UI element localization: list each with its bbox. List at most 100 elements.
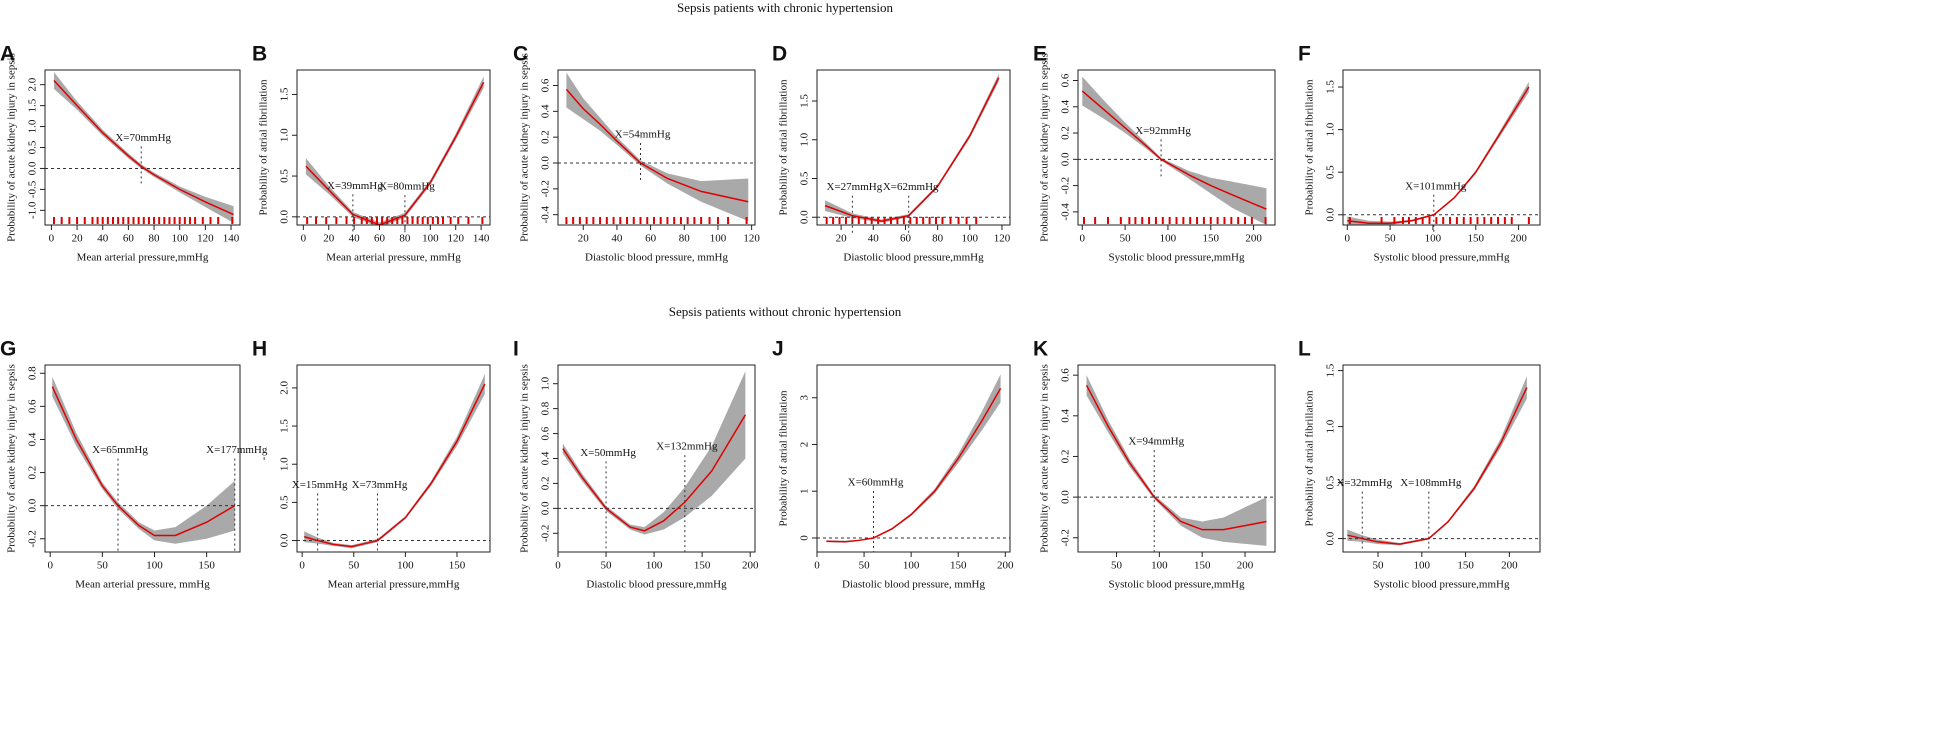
y-axis-label: Probability of atrial fibrillation bbox=[778, 390, 790, 526]
confidence-band bbox=[305, 76, 484, 225]
y-axis-label: Probability of acute kidney injury in se… bbox=[1039, 53, 1051, 242]
x-tick-label: 150 bbox=[1457, 560, 1474, 572]
fit-curve bbox=[305, 81, 485, 225]
cutoff-label: X=101mmHg bbox=[1405, 180, 1467, 192]
y-tick-label: 0.6 bbox=[1060, 73, 1072, 87]
y-tick-label: 1.5 bbox=[279, 419, 291, 433]
cutoff-label: X=73mmHg bbox=[352, 479, 408, 491]
y-tick-label: 0.4 bbox=[1060, 99, 1072, 113]
x-tick-label: 0 bbox=[47, 560, 53, 572]
confidence-band bbox=[1347, 81, 1529, 225]
plot-frame bbox=[816, 69, 1011, 226]
y-tick-label: 1 bbox=[799, 488, 811, 494]
x-tick-label: 0 bbox=[301, 233, 307, 245]
x-tick-label: 0 bbox=[1080, 233, 1086, 245]
panel: G 0 50 100 150 -0.2 0.0 0.2 0.4 0.6 0.8 Mean arteri… bbox=[0, 338, 268, 591]
confidence-band bbox=[1082, 76, 1267, 225]
cutoff-label: X=65mmHg bbox=[92, 444, 148, 456]
y-tick-label: -0.4 bbox=[1060, 203, 1072, 221]
x-tick-label: 0 bbox=[814, 560, 820, 572]
x-tick-label: 20 bbox=[323, 233, 335, 245]
x-axis-label: Systolic blood pressure,mmHg bbox=[1109, 252, 1245, 264]
x-tick-label: 100 bbox=[1151, 560, 1168, 572]
confidence-band bbox=[826, 374, 1001, 543]
x-tick-label: 100 bbox=[646, 560, 663, 572]
y-tick-label: 0.6 bbox=[1060, 368, 1072, 382]
x-tick-label: 150 bbox=[1468, 233, 1485, 245]
cutoff-label: X=32mmHg bbox=[1336, 477, 1392, 489]
confidence-band bbox=[562, 371, 746, 535]
panel: J 0 50 100 150 200 0 1 2 3 Diastolic blood pressur… bbox=[772, 338, 1014, 591]
y-tick-label: -0.2 bbox=[540, 180, 552, 197]
x-tick-label: 100 bbox=[710, 233, 727, 245]
x-tick-label: 140 bbox=[223, 233, 240, 245]
y-tick-label: 0.8 bbox=[27, 366, 39, 380]
panel: L 50 100 150 200 0.0 0.5 1.0 1.5 Systolic blood p… bbox=[1298, 338, 1541, 591]
y-tick-label: 1.0 bbox=[279, 128, 291, 142]
y-tick-label: 0.2 bbox=[540, 477, 552, 491]
x-tick-label: 80 bbox=[149, 233, 161, 245]
x-tick-label: 80 bbox=[679, 233, 691, 245]
x-tick-label: 50 bbox=[1373, 560, 1385, 572]
y-tick-label: 0.4 bbox=[27, 432, 39, 446]
y-tick-label: 1.0 bbox=[279, 457, 291, 471]
panel: C 20 40 60 80 100 120 -0.4 -0.2 0.0 0.2 0.4 0.6 Diast… bbox=[513, 43, 760, 264]
y-tick-label: 0.4 bbox=[540, 104, 552, 118]
y-tick-label: 1.0 bbox=[1325, 122, 1337, 136]
fit-curve bbox=[1085, 384, 1267, 531]
y-tick-label: 1.0 bbox=[27, 119, 39, 133]
plot-frame bbox=[296, 364, 491, 553]
x-axis-label: Systolic blood pressure,mmHg bbox=[1109, 579, 1245, 591]
x-tick-label: 150 bbox=[1194, 560, 1211, 572]
cutoff-label: X=70mmHg bbox=[115, 132, 171, 144]
y-tick-label: 1.0 bbox=[540, 376, 552, 390]
y-tick-label: 0.0 bbox=[1060, 490, 1072, 504]
y-tick-label: -0.4 bbox=[540, 205, 552, 223]
panel-letter: B bbox=[252, 43, 267, 66]
y-tick-label: 0.0 bbox=[1060, 152, 1072, 166]
cutoff-label: X=94mmHg bbox=[1128, 436, 1184, 448]
y-tick-label: -0.2 bbox=[27, 530, 39, 547]
cutoff-label: X=80mmHg bbox=[379, 181, 435, 193]
panel: E 0 50 100 150 200 -0.4 -0.2 0.0 0.2 0.4 0.6 Systoli… bbox=[1033, 43, 1276, 264]
y-tick-label: 0.6 bbox=[27, 399, 39, 413]
section-title: Sepsis patients with chronic hypertensio… bbox=[677, 0, 893, 15]
y-tick-label: -0.2 bbox=[1060, 177, 1072, 194]
confidence-band bbox=[52, 376, 235, 544]
y-tick-label: 0.2 bbox=[540, 130, 552, 144]
y-tick-label: 0.0 bbox=[279, 533, 291, 547]
fit-curve bbox=[53, 79, 234, 216]
panel: H 0 50 100 150 0.0 0.5 1.0 1.5 2.0 Mean arterial p… bbox=[252, 338, 491, 591]
fit-curve bbox=[51, 386, 236, 537]
fit-curve bbox=[304, 383, 486, 548]
y-axis-label: Probability of acute kidney injury in se… bbox=[6, 53, 18, 242]
x-axis-label: Mean arterial pressure, mmHg bbox=[326, 252, 461, 264]
x-tick-label: 50 bbox=[601, 560, 613, 572]
panel: F 0 50 100 150 200 0.0 0.5 1.0 1.5 Systolic blood … bbox=[1298, 43, 1541, 264]
x-axis-label: Diastolic blood pressure,mmHg bbox=[586, 579, 727, 591]
panel-letter: H bbox=[252, 338, 267, 361]
x-tick-label: 0 bbox=[49, 233, 55, 245]
panel-letter: A bbox=[0, 43, 15, 66]
cutoff-label: X=27mmHg bbox=[827, 181, 883, 193]
y-tick-label: -1.0 bbox=[27, 201, 39, 219]
x-tick-label: 150 bbox=[449, 560, 466, 572]
x-tick-label: 50 bbox=[1385, 233, 1397, 245]
plot-frame bbox=[1342, 364, 1541, 553]
y-axis-label: Probability of acute kidney injury in se… bbox=[1039, 364, 1051, 553]
x-tick-label: 80 bbox=[399, 233, 411, 245]
x-axis-label: Mean arterial pressure,mmHg bbox=[328, 579, 460, 591]
y-axis-label: Probability of atrial fibrillation bbox=[1304, 390, 1316, 526]
plot-frame bbox=[296, 69, 491, 226]
fit-curve bbox=[826, 388, 1002, 543]
x-tick-label: 50 bbox=[1111, 560, 1123, 572]
x-tick-label: 200 bbox=[742, 560, 759, 572]
y-tick-label: 1.0 bbox=[799, 132, 811, 146]
y-tick-label: 2.0 bbox=[27, 77, 39, 91]
x-tick-label: 150 bbox=[950, 560, 967, 572]
panel-letter: D bbox=[772, 43, 787, 66]
y-axis-label: Probability of atrial fibrillation bbox=[258, 79, 270, 215]
y-axis-label: Probability of acute kidney injury in se… bbox=[519, 53, 531, 242]
x-tick-label: 100 bbox=[422, 233, 439, 245]
fit-curve bbox=[565, 88, 749, 203]
